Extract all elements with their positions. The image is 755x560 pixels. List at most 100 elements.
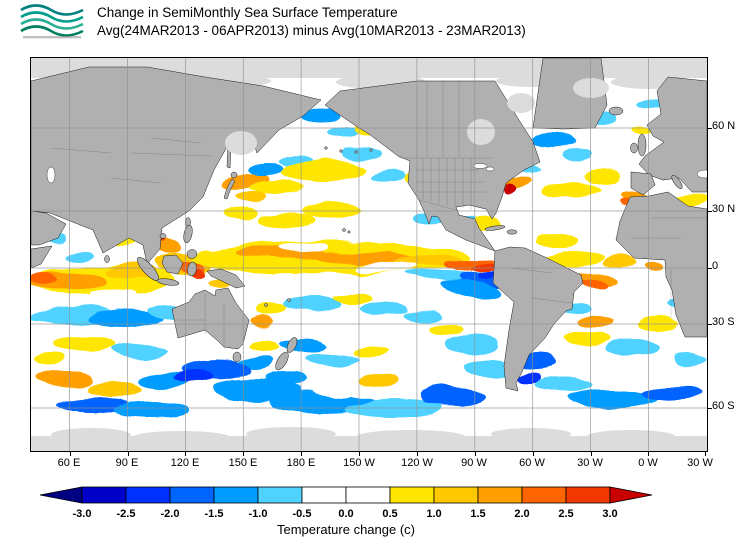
hudson-bay-ice (467, 119, 495, 145)
land-borneo (161, 254, 184, 275)
lon-label-4: 180 E (286, 457, 316, 469)
axis-tick (243, 452, 244, 456)
colorbar-tick: 0.5 (382, 508, 397, 520)
lon-label-5: 150 W (343, 457, 375, 469)
land-aleutians (324, 146, 328, 150)
colorbar-tick: 3.0 (602, 508, 617, 520)
axis-tick (475, 452, 476, 456)
inland-seas (46, 163, 707, 184)
colorbar-tick: 0.0 (338, 508, 353, 520)
land-horn-of-africa (31, 245, 53, 269)
lat-label-60n: 60 N (712, 120, 736, 132)
lat-label-30n: 30 N (712, 203, 736, 215)
caspian-sea (46, 166, 56, 184)
axis-tick (301, 452, 302, 456)
land-south-america (492, 246, 584, 392)
greenland-sea-ice (573, 78, 609, 98)
colorbar-tick: 2.0 (514, 508, 529, 520)
graticule (31, 58, 707, 451)
lon-label-1: 90 E (115, 457, 139, 469)
colorbar-tick: 1.5 (470, 508, 485, 520)
sst-anomaly-map (31, 58, 707, 451)
great-lakes (472, 163, 488, 169)
lat-label-30s: 30 S (712, 316, 735, 328)
colorbar-tick: -3.0 (73, 508, 92, 520)
colorbar-tick-labels: -3.0 -2.5 -2.0 -1.5 -1.0 -0.5 0.0 0.5 1.… (73, 508, 618, 520)
land-nz-south (275, 351, 289, 371)
land-java (156, 278, 180, 286)
land-iberia (630, 171, 656, 196)
axis-tick (708, 408, 712, 409)
political-borders (50, 81, 707, 347)
land-new-caledonia (264, 303, 268, 307)
land-arabia (31, 210, 67, 246)
axis-tick (708, 324, 712, 325)
colorbar-tick: 2.5 (558, 508, 573, 520)
land-nz-north (286, 337, 298, 353)
land-italy (671, 174, 683, 190)
logo-waves (20, 4, 84, 37)
colorbar-tick: -1.5 (205, 508, 224, 520)
land-europe (638, 76, 707, 193)
land-ireland (630, 142, 638, 154)
colorbar-tick: 1.0 (426, 508, 441, 520)
land-sri-lanka (104, 255, 110, 263)
land-iceland (608, 106, 624, 116)
lon-label-11: 30 W (687, 457, 713, 469)
axis-tick (70, 452, 71, 456)
colorbar-tick: -1.0 (249, 508, 268, 520)
land-tasmania (232, 351, 242, 363)
colorbar-tick: -2.0 (161, 508, 180, 520)
colorbar: -3.0 -2.5 -2.0 -1.5 -1.0 -0.5 0.0 0.5 1.… (38, 486, 718, 527)
land-greenland (532, 58, 608, 130)
okhotsk-ice (225, 131, 257, 155)
land-hokkaido (230, 171, 238, 179)
page-subtitle: Avg(24MAR2013 - 06APR2013) minus Avg(10M… (97, 23, 526, 38)
land-masses (31, 58, 707, 392)
colorbar-segments (39, 486, 653, 504)
axis-tick (591, 452, 592, 456)
land-japan (223, 178, 236, 200)
land-hispaniola (506, 229, 518, 235)
page-title: Change in SemiMonthly Sea Surface Temper… (97, 5, 398, 20)
colorbar-tick: -0.5 (293, 508, 312, 520)
lon-label-10: 0 W (638, 457, 658, 469)
axis-tick (359, 452, 360, 456)
axis-tick (417, 452, 418, 456)
lon-label-2: 120 E (170, 457, 200, 469)
colorbar-caption: Temperature change (c) (276, 522, 415, 537)
axis-tick (708, 128, 712, 129)
map-plot-area (30, 57, 708, 452)
land-mindanao (186, 249, 198, 259)
land-fiji (287, 298, 291, 302)
axis-tick (708, 268, 712, 269)
land-australia (171, 287, 250, 350)
land-new-guinea (206, 268, 246, 289)
axis-tick (533, 452, 534, 456)
axis-tick (705, 452, 706, 456)
sea-ice-patches (225, 78, 609, 155)
land-britain (637, 133, 647, 157)
axis-tick (648, 452, 649, 456)
lon-label-8: 60 W (519, 457, 545, 469)
lon-label-3: 150 E (228, 457, 258, 469)
sst-anomaly-field (31, 99, 707, 418)
land-hainan (159, 233, 167, 239)
figure-titles: Change in SemiMonthly Sea Surface Temper… (97, 4, 526, 40)
axis-tick (708, 211, 712, 212)
axis-tick (185, 452, 186, 456)
black-sea (696, 169, 707, 179)
baffin-ice (507, 93, 535, 113)
colorbar-scale: -3.0 -2.5 -2.0 -1.5 -1.0 -0.5 0.0 0.5 1.… (39, 486, 653, 520)
logo-fine-print (23, 36, 81, 39)
agency-waves-logo (16, 2, 90, 42)
lon-label-9: 30 W (577, 457, 603, 469)
lat-label-60s: 60 S (712, 400, 735, 412)
land-luzon (183, 224, 193, 244)
lon-label-6: 120 W (401, 457, 433, 469)
lon-label-7: 90 W (461, 457, 487, 469)
land-asia (31, 66, 322, 265)
lat-label-0: 0 (712, 260, 719, 272)
land-africa (615, 191, 707, 338)
